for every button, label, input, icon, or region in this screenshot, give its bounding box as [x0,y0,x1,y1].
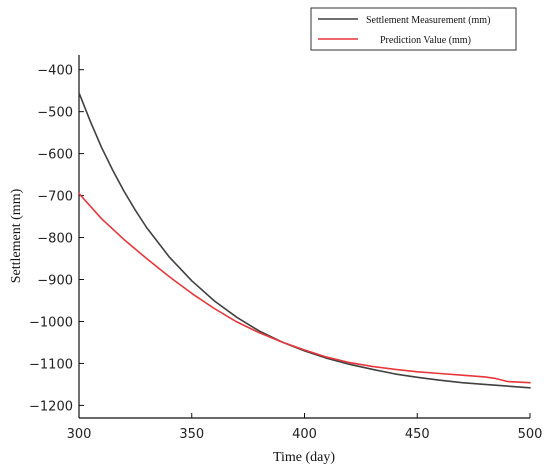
legend-label-prediction: Prediction Value (mm) [380,35,471,46]
y-tick-label: −700 [37,190,73,205]
x-tick-label: 500 [518,427,543,442]
x-tick-label: 300 [67,427,92,442]
legend: Settlement Measurement (mm) Prediction V… [310,7,517,51]
y-tick-label: −1200 [29,399,73,414]
y-tick-label: −900 [37,274,73,289]
series-layer [78,92,531,389]
y-tick-label: −1100 [29,357,73,372]
series-line-measurement [78,92,531,389]
x-tick-label: 350 [179,427,204,442]
y-axis-ticks: −400 −500 −600 −700 −800 −900 −1000 −1100 −1200 [29,64,84,414]
y-tick-label: −500 [37,106,73,121]
x-axis-ticks: 300 350 400 450 500 [67,413,543,442]
y-axis-title: Settlement (mm) [9,188,24,283]
y-tick-label: −800 [37,232,73,247]
legend-label-measurement: Settlement Measurement (mm) [366,15,490,26]
y-tick-label: −1000 [29,315,73,330]
y-tick-label: −400 [37,64,73,79]
x-axis-title: Time (day) [273,450,335,465]
x-tick-label: 450 [405,427,430,442]
y-tick-label: −600 [37,148,73,163]
x-tick-label: 400 [292,427,317,442]
legend-box [310,7,517,51]
series-line-prediction [78,192,531,384]
